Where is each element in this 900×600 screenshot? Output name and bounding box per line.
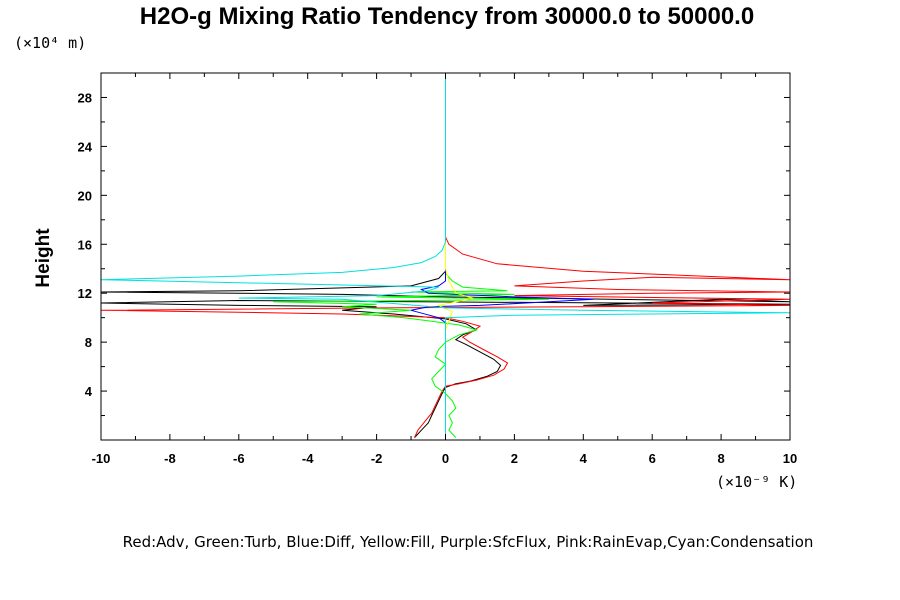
y-axis-label: Height [33,228,54,288]
x-tick-label: 4 [580,451,588,466]
y-tick-label: 28 [78,90,92,105]
x-tick-label: 6 [649,451,656,466]
series-line-cyan [100,73,791,438]
y-tick-label: 12 [78,286,92,301]
x-unit-label: (×10⁻⁹ K) [716,473,797,491]
legend-text: Red:Adv, Green:Turb, Blue:Diff, Yellow:F… [123,533,814,551]
x-tick-label: -2 [371,451,383,466]
y-tick-label: 20 [78,188,92,203]
y-tick-label: 8 [85,335,92,350]
y-unit-label: (×10⁴ m) [14,34,86,52]
x-tick-label: -10 [92,451,111,466]
y-tick-label: 16 [78,237,92,252]
x-tick-label: 10 [783,451,797,466]
series-layer [100,73,791,438]
y-tick-label: 4 [85,384,93,399]
x-tick-label: -4 [302,451,314,466]
y-tick-label: 24 [78,139,93,154]
x-tick-label: 0 [442,451,449,466]
x-tick-label: -8 [164,451,176,466]
series-line-green [273,73,549,438]
x-tick-label: -6 [233,451,245,466]
series-line-blue [410,73,594,438]
x-tick-label: 8 [717,451,724,466]
x-tick-label: 2 [511,451,518,466]
chart-title: H2O-g Mixing Ratio Tendency from 30000.0… [140,3,754,30]
